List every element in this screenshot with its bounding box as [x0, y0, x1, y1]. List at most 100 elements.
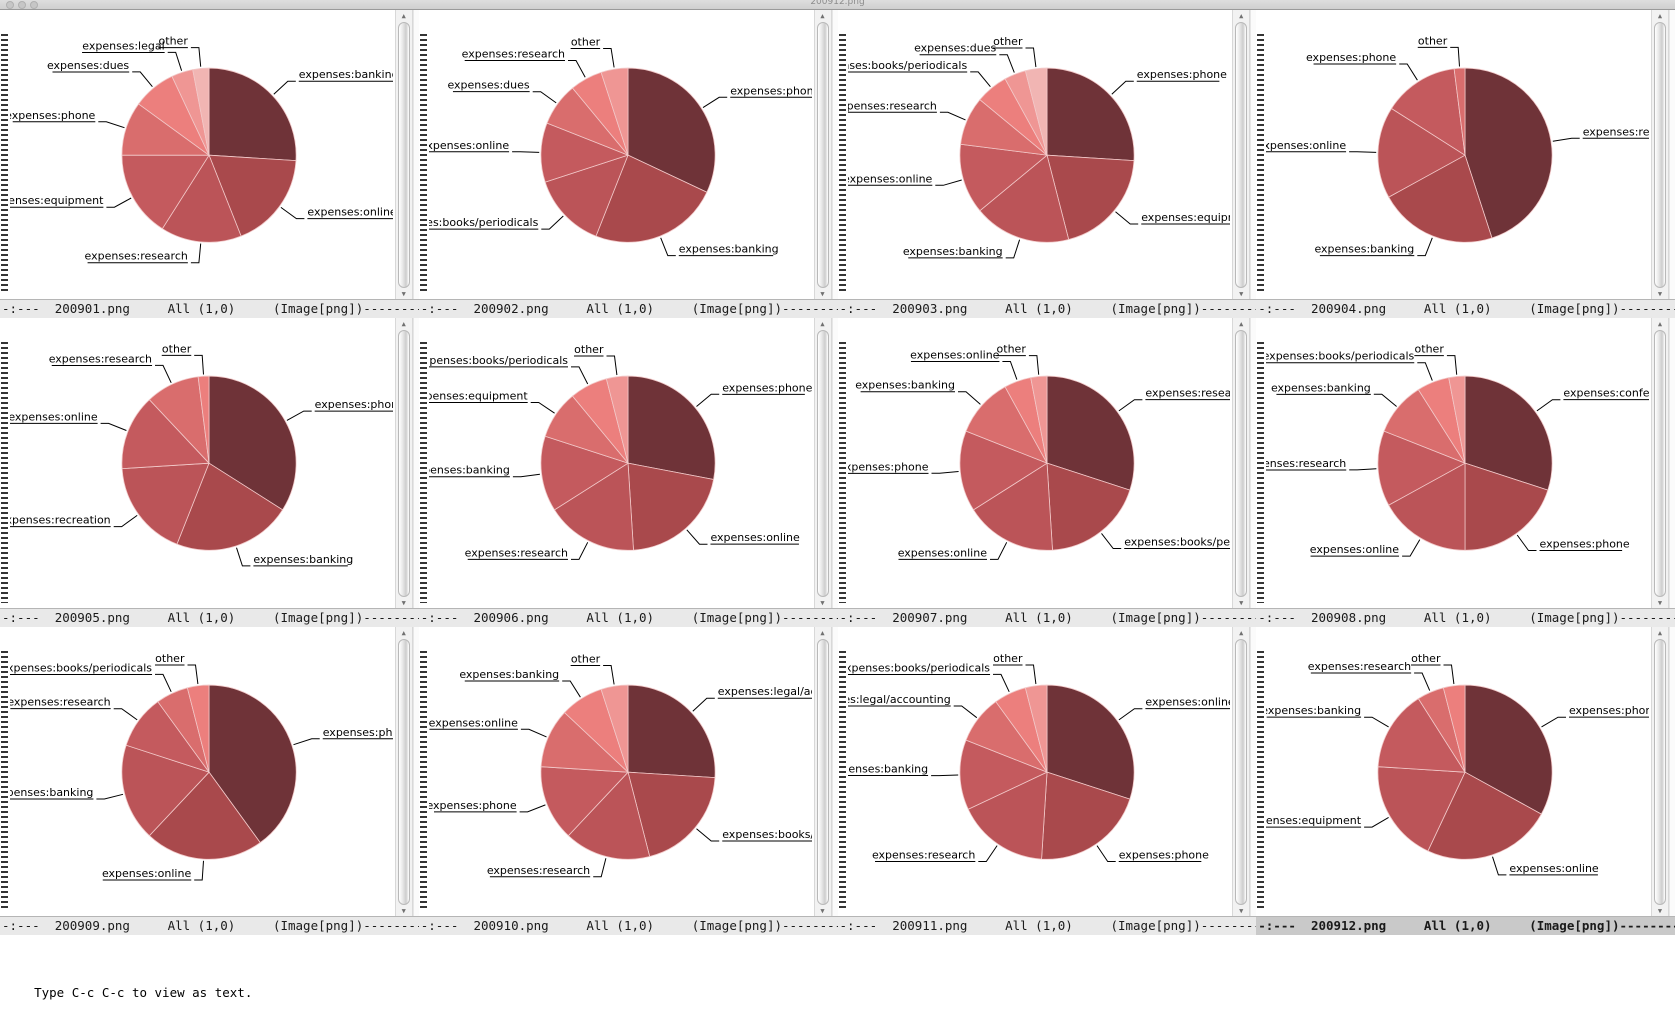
left-fringe — [0, 627, 9, 917]
pie-chart: expenses:researchexpenses:bankingexpense… — [1266, 10, 1649, 300]
scroll-up-icon[interactable]: ▲ — [1652, 627, 1668, 639]
emacs-window-200907[interactable]: expenses:researchexpenses:books/periodic… — [838, 318, 1257, 626]
modeline-prefix: -:--- — [419, 610, 459, 625]
modeline-prefix: -:--- — [1256, 918, 1296, 933]
pie-chart: expenses:phoneexpenses:onlineexpenses:re… — [429, 318, 812, 608]
modeline-prefix: -:--- — [0, 918, 40, 933]
vertical-scrollbar[interactable]: ▲▼ — [814, 627, 832, 917]
scroll-up-icon[interactable]: ▲ — [1652, 318, 1668, 330]
modeline-200902[interactable]: -:--- 200902.png All (1,0) (Image[png])-… — [419, 299, 838, 318]
label-leader-line — [1444, 665, 1454, 684]
modeline-position: All (1,0) — [1386, 610, 1491, 625]
emacs-window-200902[interactable]: expenses:phoneexpenses:bankingexpenses:b… — [419, 10, 838, 318]
emacs-window-200903[interactable]: expenses:phoneexpenses:equipmentexpenses… — [838, 10, 1257, 318]
scrollbar-thumb[interactable] — [817, 330, 829, 596]
pie-slice-label: other — [574, 343, 604, 356]
scrollbar-thumb[interactable] — [1235, 639, 1247, 905]
window-separator — [1669, 10, 1675, 318]
scrollbar-thumb[interactable] — [817, 22, 829, 288]
scroll-up-icon[interactable]: ▲ — [1233, 318, 1249, 330]
pie-slice-label: expenses:recreation — [10, 514, 111, 527]
scroll-up-icon[interactable]: ▲ — [815, 10, 831, 22]
vertical-scrollbar[interactable]: ▲▼ — [814, 318, 832, 608]
modeline-200909[interactable]: -:--- 200909.png All (1,0) (Image[png])-… — [0, 916, 419, 935]
modeline-200910[interactable]: -:--- 200910.png All (1,0) (Image[png])-… — [419, 916, 838, 935]
scrollbar-thumb[interactable] — [1654, 22, 1666, 288]
scroll-up-icon[interactable]: ▲ — [1233, 627, 1249, 639]
vertical-scrollbar[interactable]: ▲▼ — [1651, 10, 1669, 300]
scrollbar-thumb[interactable] — [1235, 22, 1247, 288]
vertical-scrollbar[interactable]: ▲▼ — [1232, 318, 1250, 608]
pie-chart: expenses:bankingexpenses:onlineexpenses:… — [10, 10, 393, 300]
pie-slice-label: other — [159, 35, 189, 48]
emacs-window-200910[interactable]: expenses:legal/accountingexpenses:books/… — [419, 627, 838, 935]
modeline-200905[interactable]: -:--- 200905.png All (1,0) (Image[png])-… — [0, 608, 419, 627]
scrollbar-thumb[interactable] — [1654, 330, 1666, 596]
emacs-window-200909[interactable]: expenses:phoneexpenses:onlineexpenses:ba… — [0, 627, 419, 935]
scrollbar-thumb[interactable] — [398, 22, 410, 288]
label-leader-line — [562, 681, 580, 697]
label-leader-line — [194, 860, 203, 879]
scrollbar-thumb[interactable] — [398, 639, 410, 905]
continuation-marks-icon — [1, 34, 8, 294]
modeline-200911[interactable]: -:--- 200911.png All (1,0) (Image[png])-… — [838, 916, 1257, 935]
scrollbar-thumb[interactable] — [1235, 330, 1247, 596]
modeline-prefix: -:--- — [419, 918, 459, 933]
modeline-filler: ------------ — [782, 301, 838, 316]
scroll-up-icon[interactable]: ▲ — [396, 627, 412, 639]
modeline-200901[interactable]: -:--- 200901.png All (1,0) (Image[png])-… — [0, 299, 419, 318]
continuation-marks-icon — [1257, 34, 1264, 294]
pie-slice-label: expenses:banking — [1266, 704, 1361, 717]
vertical-scrollbar[interactable]: ▲▼ — [395, 10, 413, 300]
emacs-window-200908[interactable]: expenses:conferenceexpenses:phoneexpense… — [1256, 318, 1675, 626]
scroll-up-icon[interactable]: ▲ — [1652, 10, 1668, 22]
pie-slice-label: expenses:online — [910, 349, 1000, 362]
modeline-200904[interactable]: -:--- 200904.png All (1,0) (Image[png])-… — [1256, 299, 1675, 318]
label-leader-line — [191, 48, 201, 67]
label-leader-line — [188, 665, 198, 684]
emacs-window-200905[interactable]: expenses:phoneexpenses:bankingexpenses:r… — [0, 318, 419, 626]
emacs-window-200904[interactable]: expenses:researchexpenses:bankingexpense… — [1256, 10, 1675, 318]
pie-slice-label: other — [993, 652, 1023, 665]
modeline-200907[interactable]: -:--- 200907.png All (1,0) (Image[png])-… — [838, 608, 1257, 627]
pie-slice-label: expenses:online — [1145, 695, 1230, 708]
vertical-scrollbar[interactable]: ▲▼ — [1651, 627, 1669, 917]
modeline-200906[interactable]: -:--- 200906.png All (1,0) (Image[png])-… — [419, 608, 838, 627]
scrollbar-thumb[interactable] — [398, 330, 410, 596]
modeline-200908[interactable]: -:--- 200908.png All (1,0) (Image[png])-… — [1256, 608, 1675, 627]
vertical-scrollbar[interactable]: ▲▼ — [814, 10, 832, 300]
label-leader-line — [1553, 138, 1580, 141]
emacs-window-200912[interactable]: expenses:phoneexpenses:onlineexpenses:eq… — [1256, 627, 1675, 935]
label-leader-line — [155, 674, 171, 691]
vertical-scrollbar[interactable]: ▲▼ — [1232, 10, 1250, 300]
scrollbar-thumb[interactable] — [1654, 639, 1666, 905]
pie-slice-label: other — [1411, 652, 1441, 665]
scroll-up-icon[interactable]: ▲ — [396, 318, 412, 330]
vertical-scrollbar[interactable]: ▲▼ — [395, 318, 413, 608]
pie-chart: expenses:phoneexpenses:onlineexpenses:eq… — [1266, 627, 1649, 917]
modeline-filler: ------------ — [363, 918, 419, 933]
scrollbar-thumb[interactable] — [817, 639, 829, 905]
scroll-up-icon[interactable]: ▲ — [1233, 10, 1249, 22]
modeline-200903[interactable]: -:--- 200903.png All (1,0) (Image[png])-… — [838, 299, 1257, 318]
label-leader-line — [1364, 717, 1389, 727]
scroll-up-icon[interactable]: ▲ — [396, 10, 412, 22]
continuation-marks-icon — [839, 34, 846, 294]
scroll-up-icon[interactable]: ▲ — [815, 318, 831, 330]
label-leader-line — [1447, 356, 1457, 375]
pie-slice-label: expenses:books/periodicals — [1124, 536, 1231, 549]
vertical-scrollbar[interactable]: ▲▼ — [395, 627, 413, 917]
pie-slice-label: expenses:research — [464, 547, 567, 560]
modeline-filler: ------------ — [782, 918, 838, 933]
vertical-scrollbar[interactable]: ▲▼ — [1651, 318, 1669, 608]
scroll-up-icon[interactable]: ▲ — [815, 627, 831, 639]
image-canvas: expenses:phoneexpenses:onlineexpenses:ba… — [10, 627, 393, 917]
modeline-200912[interactable]: -:--- 200912.png All (1,0) (Image[png])-… — [1256, 916, 1675, 935]
modeline-major-mode: (Image[png]) — [1073, 301, 1201, 316]
vertical-scrollbar[interactable]: ▲▼ — [1232, 627, 1250, 917]
modeline-major-mode: (Image[png]) — [235, 610, 363, 625]
pie-slice-label: expenses:banking — [848, 762, 928, 775]
